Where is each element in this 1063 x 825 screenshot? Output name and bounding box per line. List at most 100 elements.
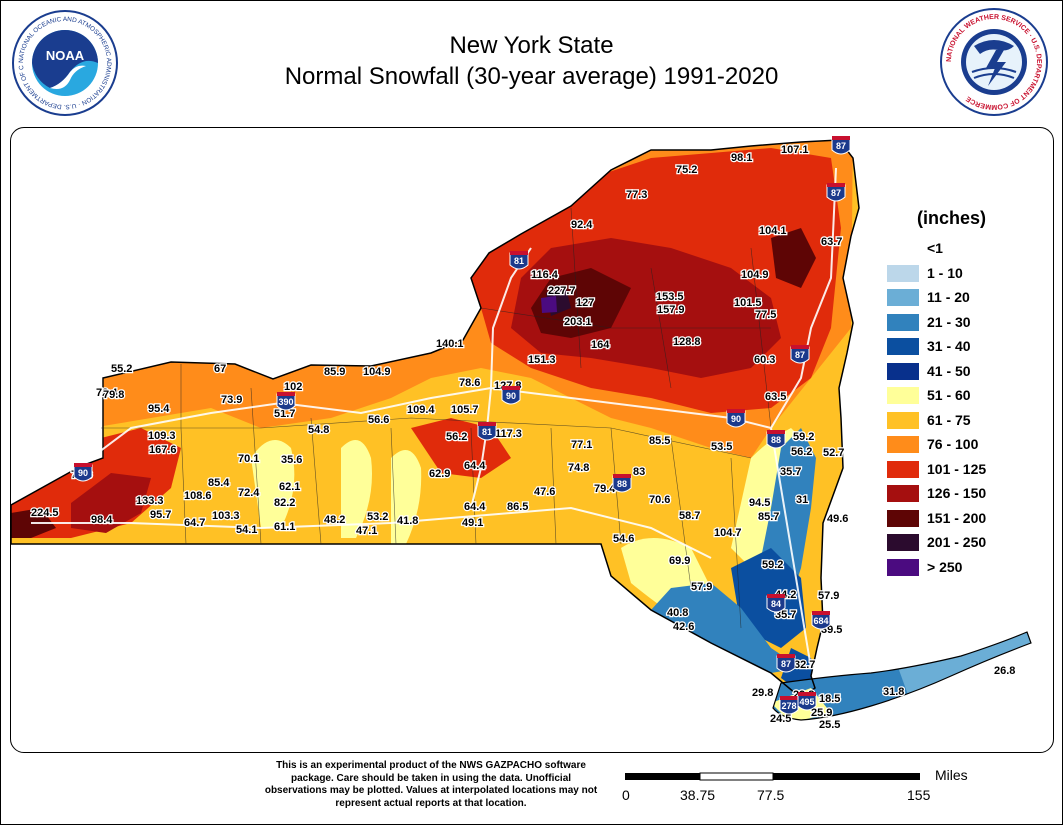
station-value: 56.6 — [368, 414, 389, 426]
station-value: 57.9 — [818, 590, 839, 602]
svg-text:88: 88 — [617, 479, 627, 489]
scale-bar: Miles 0 38.75 77.5 155 — [620, 765, 980, 805]
legend-item: 1 - 10 — [887, 264, 1047, 283]
highway-shield: 90 — [501, 386, 521, 405]
scale-tick-0: 0 — [622, 787, 630, 803]
station-value: 31.8 — [883, 686, 904, 698]
station-value: 227.7 — [548, 285, 576, 297]
station-value: 63.5 — [765, 391, 786, 403]
station-value: 224.5 — [31, 507, 59, 519]
station-value: 164 — [591, 339, 610, 351]
legend-item: 31 - 40 — [887, 338, 1047, 356]
station-value: 95.7 — [150, 509, 171, 521]
legend-label: > 250 — [927, 558, 963, 575]
station-value: 117.3 — [495, 428, 522, 440]
highway-shield: 87 — [790, 345, 810, 364]
legend-label: 126 - 150 — [927, 485, 987, 501]
scale-unit: Miles — [935, 767, 968, 783]
station-value: 24.5 — [770, 713, 791, 725]
legend-swatch — [887, 289, 919, 306]
station-value: 54.1 — [236, 524, 257, 536]
legend-swatch — [887, 509, 919, 527]
legend-label: 201 - 250 — [927, 534, 987, 550]
station-value: 25.5 — [819, 719, 840, 731]
scale-tick-1: 38.75 — [680, 787, 716, 803]
station-value: 85.7 — [758, 511, 779, 523]
legend-label: 151 - 200 — [927, 509, 987, 526]
long-island-outline — [772, 631, 1032, 721]
station-value: 26.8 — [994, 665, 1015, 677]
svg-text:87: 87 — [795, 350, 805, 360]
highway-shield: 90 — [73, 463, 93, 482]
scale-segment-1 — [625, 773, 700, 780]
station-value: 62.1 — [279, 481, 300, 493]
station-value: 77.5 — [755, 309, 776, 321]
station-value: 133.3 — [136, 495, 164, 507]
map-title-line-1: New York State — [449, 32, 614, 59]
svg-text:390: 390 — [278, 397, 293, 407]
station-value: 52.7 — [823, 447, 844, 459]
station-value: 25.9 — [811, 707, 832, 719]
station-value: 203.1 — [564, 316, 592, 328]
legend-item: 101 - 125 — [887, 460, 1047, 479]
station-value: 85.4 — [208, 477, 230, 489]
station-value: 61.1 — [274, 521, 295, 533]
station-value: 74.8 — [568, 462, 589, 474]
station-value: 41.8 — [397, 515, 418, 527]
station-value: 54.6 — [613, 533, 634, 545]
station-value: 18.5 — [819, 693, 840, 705]
svg-text:87: 87 — [831, 188, 841, 198]
station-value: 35.6 — [281, 454, 302, 466]
station-value: 107.1 — [781, 144, 809, 156]
station-value: 53.2 — [367, 511, 388, 523]
legend-item: 61 - 75 — [887, 411, 1047, 430]
station-value: 127 — [576, 297, 594, 309]
station-value: 98.4 — [91, 514, 113, 526]
zone--250 — [541, 296, 557, 313]
highways — [31, 167, 837, 669]
zone-51-60 — [251, 440, 295, 528]
station-value: 86.5 — [507, 501, 528, 513]
scale-segment-2 — [699, 772, 774, 781]
legend-label: 61 - 75 — [927, 411, 971, 428]
zone-21-30 — [651, 583, 801, 673]
station-value: 70.6 — [649, 494, 670, 506]
station-value: 109.4 — [407, 404, 435, 416]
station-value: 57.9 — [691, 581, 712, 593]
highway-shield: 278 — [779, 696, 799, 715]
legend-label: 11 - 20 — [927, 289, 970, 305]
legend-item: 126 - 150 — [887, 485, 1047, 503]
station-value: 105.7 — [451, 404, 479, 416]
station-value: 49.6 — [827, 513, 848, 525]
svg-text:90: 90 — [506, 391, 516, 401]
svg-text:88: 88 — [771, 435, 781, 445]
station-value: 60.3 — [754, 354, 775, 366]
legend-item: 76 - 100 — [887, 436, 1047, 454]
legend-item: 21 - 30 — [887, 313, 1047, 332]
zone-151-200 — [771, 228, 816, 288]
station-value: 70.1 — [238, 453, 259, 465]
station-value: 95.4 — [148, 403, 170, 415]
station-value: 29.8 — [752, 687, 773, 699]
noaa-logo: NATIONAL OCEANIC AND ATMOSPHERIC ADMINIS… — [10, 8, 118, 116]
highway-shield: 87 — [776, 654, 796, 673]
station-value: 92.4 — [571, 219, 593, 231]
legend-swatch — [887, 362, 919, 380]
station-value: 116.4 — [531, 269, 559, 281]
station-value: 31 — [796, 494, 808, 506]
legend-label: 21 - 30 — [927, 313, 971, 330]
station-value: 79.4 — [594, 483, 616, 495]
station-value: 101.5 — [734, 297, 762, 309]
legend-label: 41 - 50 — [927, 362, 971, 379]
station-value: 58.7 — [679, 510, 700, 522]
station-value: 85.9 — [324, 366, 345, 378]
svg-text:87: 87 — [836, 141, 846, 151]
svg-text:278: 278 — [781, 701, 796, 711]
legend-swatch — [887, 387, 919, 404]
legend-swatch — [887, 264, 919, 282]
legend-title: (inches) — [917, 208, 987, 228]
station-value: 108.6 — [184, 490, 212, 502]
highway-shield: 81 — [509, 251, 529, 270]
station-value: 72.4 — [96, 387, 118, 399]
station-value: 72.4 — [238, 487, 260, 499]
